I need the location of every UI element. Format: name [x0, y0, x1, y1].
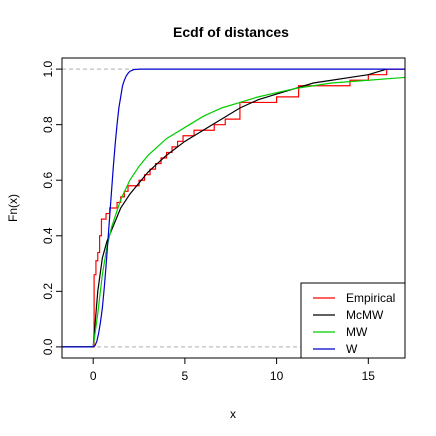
legend-label-mcmw: McMW: [346, 308, 384, 322]
y-tick-label-2: 0.4: [41, 227, 55, 244]
y-axis-label: Fn(x): [6, 194, 20, 222]
y-tick-label-1: 0.2: [41, 283, 55, 300]
y-tick-label-5: 1.0: [41, 60, 55, 77]
series-mw-line: [62, 76, 406, 348]
y-tick-label-3: 0.6: [41, 172, 55, 189]
legend: Empirical McMW MW W: [300, 282, 406, 359]
legend-label-mw: MW: [346, 325, 368, 339]
legend-label-empirical: Empirical: [346, 291, 395, 305]
x-tick-label-3: 15: [362, 369, 376, 383]
legend-box: [300, 282, 406, 359]
chart-title: Ecdf of distances: [173, 24, 289, 40]
series-w-line: [62, 68, 405, 348]
y-axis: 0.0 0.2 0.4 0.6 0.8 1.0: [41, 60, 63, 355]
y-tick-label-4: 0.8: [41, 116, 55, 133]
series-mcmw-line: [62, 68, 387, 348]
x-axis: 0 5 10 15: [90, 357, 376, 383]
plot-lines: [62, 68, 406, 348]
x-tick-label-1: 5: [182, 369, 189, 383]
x-tick-label-0: 0: [90, 369, 97, 383]
x-axis-label: x: [230, 407, 236, 421]
series-empirical-line: [62, 68, 405, 348]
y-tick-label-0: 0.0: [41, 338, 55, 355]
legend-label-w: W: [346, 342, 358, 356]
x-tick-label-2: 10: [270, 369, 284, 383]
